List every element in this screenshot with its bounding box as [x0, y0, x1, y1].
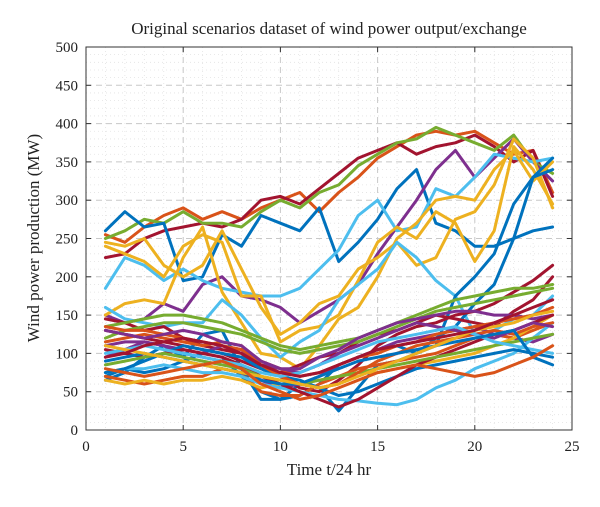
y-axis-title: Wind power production (MW): [24, 134, 43, 342]
series-line-6: [103, 152, 555, 298]
series-line-16: [103, 286, 555, 355]
series-line-8: [103, 148, 555, 371]
series-line-25: [103, 332, 555, 386]
series-line-31: [103, 298, 555, 378]
series-line-3: [103, 125, 555, 240]
y-tick-label: 200: [56, 270, 79, 286]
x-tick-label: 20: [467, 439, 482, 455]
x-tick-label: 15: [370, 439, 385, 455]
series-line-24: [103, 313, 555, 409]
series-line-7: [103, 145, 555, 344]
y-tick-label: 450: [56, 78, 79, 94]
series-line-9: [103, 137, 555, 336]
y-tick-label: 50: [63, 385, 78, 401]
series-line-15: [103, 283, 555, 352]
y-tick-label: 300: [56, 193, 79, 209]
y-tick-label: 250: [56, 232, 79, 248]
chart-title: Original scenarios dataset of wind power…: [131, 19, 527, 38]
y-tick-label: 150: [56, 308, 79, 324]
y-tick-label: 0: [71, 423, 79, 439]
x-tick-label: 0: [82, 439, 90, 455]
x-tick-label: 25: [565, 439, 580, 455]
series-line-1: [103, 129, 555, 244]
series-line-2: [103, 133, 555, 260]
x-axis-title: Time t/24 hr: [287, 460, 372, 479]
series-line-14: [103, 275, 555, 375]
x-tick-label: 10: [273, 439, 288, 455]
series-line-11: [103, 156, 555, 401]
y-tick-label: 400: [56, 117, 79, 133]
series-lines: [103, 125, 555, 413]
y-tick-label: 100: [56, 346, 79, 362]
series-line-32: [103, 344, 555, 401]
x-tick-label: 5: [179, 439, 187, 455]
series-line-28: [103, 325, 555, 378]
y-tick-label: 500: [56, 40, 79, 56]
y-tick-label: 350: [56, 155, 79, 171]
